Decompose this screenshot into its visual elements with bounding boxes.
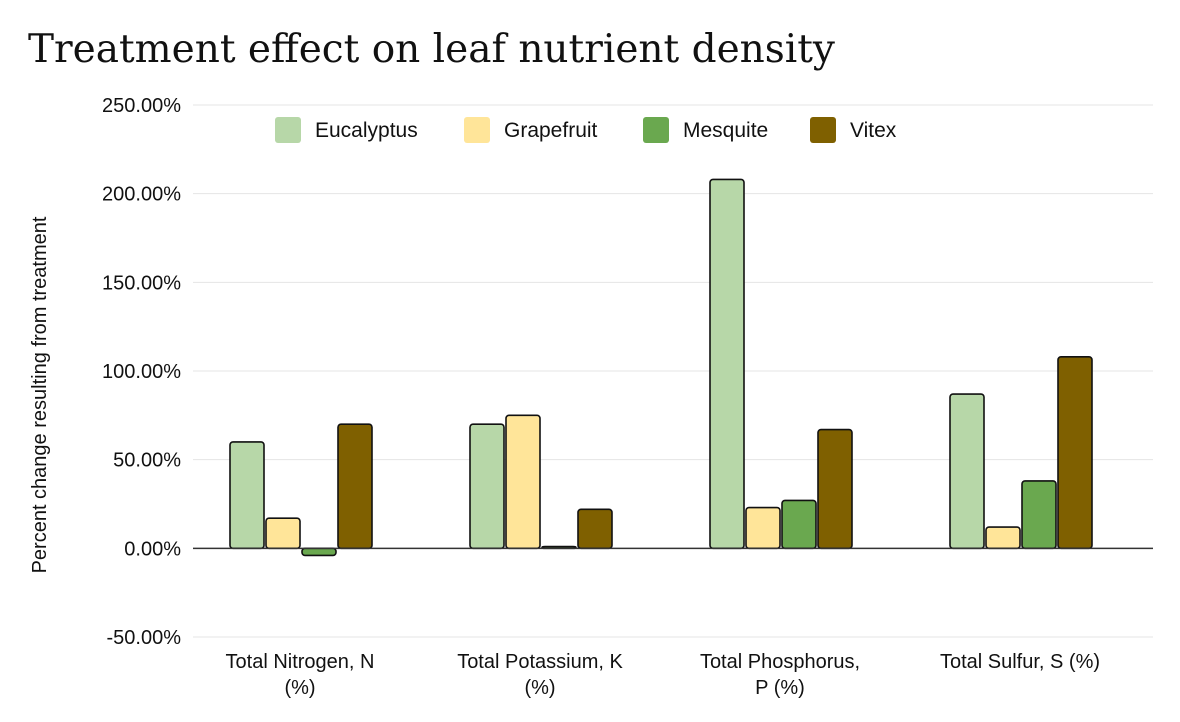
bar-vitex-3 xyxy=(817,428,853,550)
bar-eucalyptus-3 xyxy=(709,178,745,550)
legend-swatch-vitex xyxy=(810,117,836,143)
y-tick-label: 100.00% xyxy=(102,361,181,383)
bar-grapefruit-4 xyxy=(985,526,1021,550)
y-tick-label: 0.00% xyxy=(124,538,181,560)
legend-label-grapefruit: Grapefruit xyxy=(504,119,598,142)
bar-mesquite-4 xyxy=(1021,480,1057,550)
y-tick-label: -50.00% xyxy=(107,627,182,649)
x-category-label: (%) xyxy=(284,677,315,699)
bar-eucalyptus-1 xyxy=(229,441,265,550)
x-category-label: Total Potassium, K xyxy=(457,651,623,673)
x-category-label: Total Phosphorus, xyxy=(700,651,860,673)
gridlines xyxy=(193,104,1153,638)
y-axis-ticks: -50.00% 0.00% 50.00% 100.00% 150.00% 200.00% 2… xyxy=(102,95,181,649)
legend-swatch-mesquite xyxy=(643,117,669,143)
legend-label-mesquite: Mesquite xyxy=(683,119,768,142)
bar-eucalyptus-4 xyxy=(949,393,985,550)
y-axis-label: Percent change resulting from treatment xyxy=(29,216,51,573)
legend-swatch-eucalyptus xyxy=(275,117,301,143)
x-category-label: P (%) xyxy=(755,677,805,699)
chart-title: Treatment effect on leaf nutrient densit… xyxy=(28,27,835,72)
legend: Eucalyptus Grapefruit Mesquite Vitex xyxy=(275,117,897,143)
y-tick-label: 250.00% xyxy=(102,95,181,117)
legend-label-eucalyptus: Eucalyptus xyxy=(315,119,418,142)
y-tick-label: 200.00% xyxy=(102,184,181,206)
x-category-label: Total Sulfur, S (%) xyxy=(940,651,1100,673)
x-category-label: (%) xyxy=(524,677,555,699)
bar-grapefruit-2 xyxy=(505,414,541,550)
bar-vitex-2 xyxy=(577,508,613,550)
bar-mesquite-3 xyxy=(781,499,817,550)
bar-grapefruit-1 xyxy=(265,517,301,550)
bar-vitex-4 xyxy=(1057,356,1093,550)
legend-swatch-grapefruit xyxy=(464,117,490,143)
bar-vitex-1 xyxy=(337,423,373,550)
bar-grapefruit-3 xyxy=(745,506,781,550)
y-tick-label: 50.00% xyxy=(113,450,181,472)
x-category-label: Total Nitrogen, N xyxy=(226,651,375,673)
x-axis-categories: Total Nitrogen, N (%) Total Potassium, K (%… xyxy=(226,651,1101,699)
legend-label-vitex: Vitex xyxy=(850,119,897,142)
y-tick-label: 150.00% xyxy=(102,272,181,294)
bar-mesquite-1 xyxy=(301,547,337,557)
bars xyxy=(229,178,1093,557)
bar-eucalyptus-2 xyxy=(469,423,505,550)
